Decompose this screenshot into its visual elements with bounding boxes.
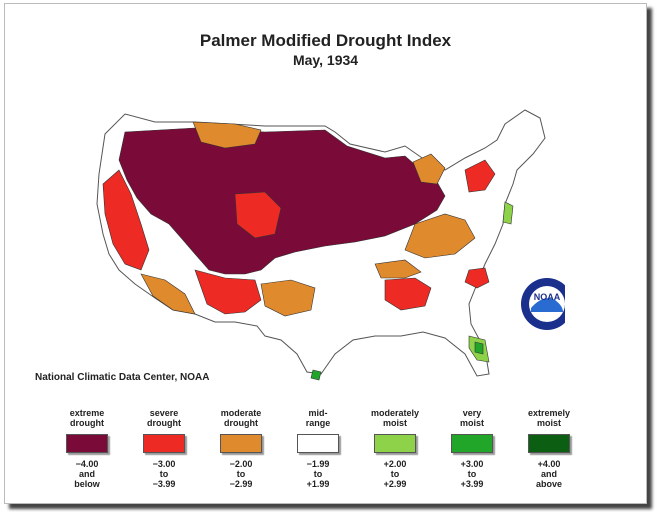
region-severe-west xyxy=(102,169,150,271)
legend-label: moderately moist xyxy=(370,408,420,428)
legend-label: moderate drought xyxy=(220,408,262,428)
region-moderate-south xyxy=(374,259,422,279)
credit-line: National Climatic Data Center, NOAA xyxy=(35,372,210,383)
region-moderately-moist-delaware xyxy=(502,201,514,225)
legend-item: moderate drought −2.00 to −2.99 xyxy=(201,406,281,489)
legend-label: extremely moist xyxy=(527,408,571,428)
map-frame: Palmer Modified Drought Index May, 1934 … xyxy=(4,3,647,504)
legend-swatch xyxy=(374,434,416,453)
legend-swatch xyxy=(528,434,570,453)
legend-range: −2.00 to −2.99 xyxy=(229,459,253,489)
legend-range: −1.99 to +1.99 xyxy=(306,459,330,489)
region-moderate-ohio-valley xyxy=(404,213,476,259)
region-moderate-michigan xyxy=(412,153,446,185)
region-moderate-montana xyxy=(192,121,262,149)
us-drought-map: NOAA xyxy=(96,109,565,381)
region-severe-rockies xyxy=(234,191,282,239)
region-severe-southwest xyxy=(194,269,262,315)
legend-item: moderately moist +2.00 to +2.99 xyxy=(355,406,435,489)
legend-swatch xyxy=(451,434,493,453)
legend-swatch xyxy=(143,434,185,453)
legend-item: severe drought −3.00 to −3.99 xyxy=(124,406,204,489)
legend-label: very moist xyxy=(459,408,484,428)
region-extreme-drought xyxy=(118,127,446,275)
legend-label: extreme drought xyxy=(69,408,105,428)
legend-swatch xyxy=(66,434,108,453)
noaa-logo: NOAA xyxy=(521,278,565,330)
region-severe-carolina xyxy=(464,267,490,289)
region-moderate-southwest xyxy=(140,273,196,315)
noaa-logo-text: NOAA xyxy=(534,292,561,302)
region-severe-southeast xyxy=(384,277,432,311)
legend-swatch xyxy=(297,434,339,453)
region-moderate-texas xyxy=(260,279,316,317)
legend-item: extreme drought −4.00 and below xyxy=(47,406,127,489)
legend-range: −4.00 and below xyxy=(74,459,100,489)
legend-item: mid- range −1.99 to +1.99 xyxy=(278,406,358,489)
legend-swatch xyxy=(220,434,262,453)
region-very-moist-texas xyxy=(310,369,322,381)
legend-item: extremely moist +4.00 and above xyxy=(509,406,589,489)
region-very-moist-florida xyxy=(474,341,484,355)
map-subtitle: May, 1934 xyxy=(292,52,359,68)
legend-range: +2.00 to +2.99 xyxy=(383,459,407,489)
legend-label: severe drought xyxy=(147,408,181,428)
region-severe-northeast xyxy=(464,159,496,193)
legend-range: +3.00 to +3.99 xyxy=(460,459,484,489)
legend-label: mid- range xyxy=(305,408,331,428)
legend-item: very moist +3.00 to +3.99 xyxy=(432,406,512,489)
legend-range: −3.00 to −3.99 xyxy=(152,459,176,489)
legend-range: +4.00 and above xyxy=(535,459,562,489)
map-title: Palmer Modified Drought Index xyxy=(199,31,452,50)
